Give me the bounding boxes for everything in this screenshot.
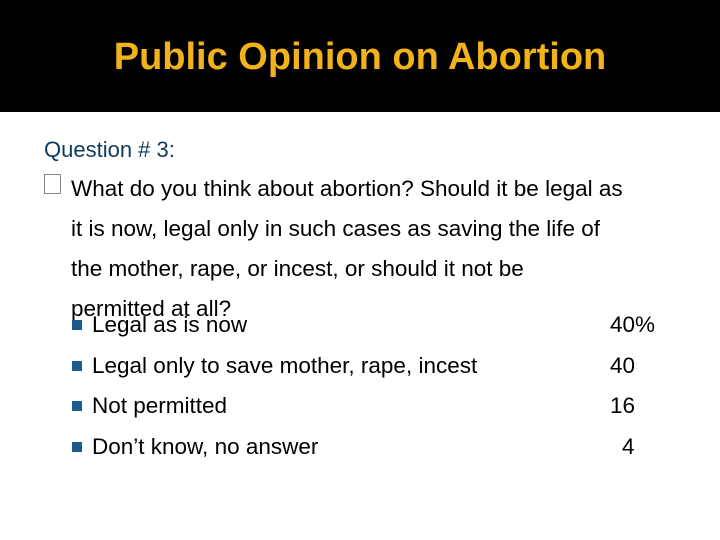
bullet-box-icon (44, 174, 61, 194)
options-list: Legal as is now 40% Legal only to save m… (70, 306, 690, 468)
question-line: the mother, rape, or incest, or should i… (71, 256, 524, 281)
question-label: Question # 3: (44, 137, 175, 162)
option-label: Not permitted (92, 393, 228, 418)
option-item: Not permitted 16 (70, 387, 690, 428)
title-bar (0, 0, 720, 112)
question-line: What do you think about abortion? Should… (71, 176, 623, 201)
question-line: it is now, legal only in such cases as s… (71, 216, 601, 241)
option-label: Legal only to save mother, rape, incest (92, 352, 478, 378)
option-value: 4 (622, 433, 635, 459)
square-bullet-icon (72, 360, 82, 371)
square-bullet-icon (72, 320, 82, 330)
option-value: 16 (610, 393, 636, 418)
question-line: permitted at all? (71, 296, 232, 321)
option-value: 40% (610, 312, 656, 337)
option-label: Don’t know, no answer (92, 433, 319, 459)
option-item: Legal as is now 40% (70, 306, 690, 347)
option-item: Legal only to save mother, rape, incest … (70, 347, 690, 388)
option-value: 40 (610, 352, 636, 378)
square-bullet-icon (72, 441, 82, 452)
slide-title: Public Opinion on Abortion (113, 36, 607, 78)
square-bullet-icon (72, 401, 82, 411)
question-text: What do you think about abortion? Should… (69, 169, 719, 329)
option-item: Don’t know, no answer 4 (70, 428, 690, 469)
option-label: Legal as is now (92, 312, 248, 337)
